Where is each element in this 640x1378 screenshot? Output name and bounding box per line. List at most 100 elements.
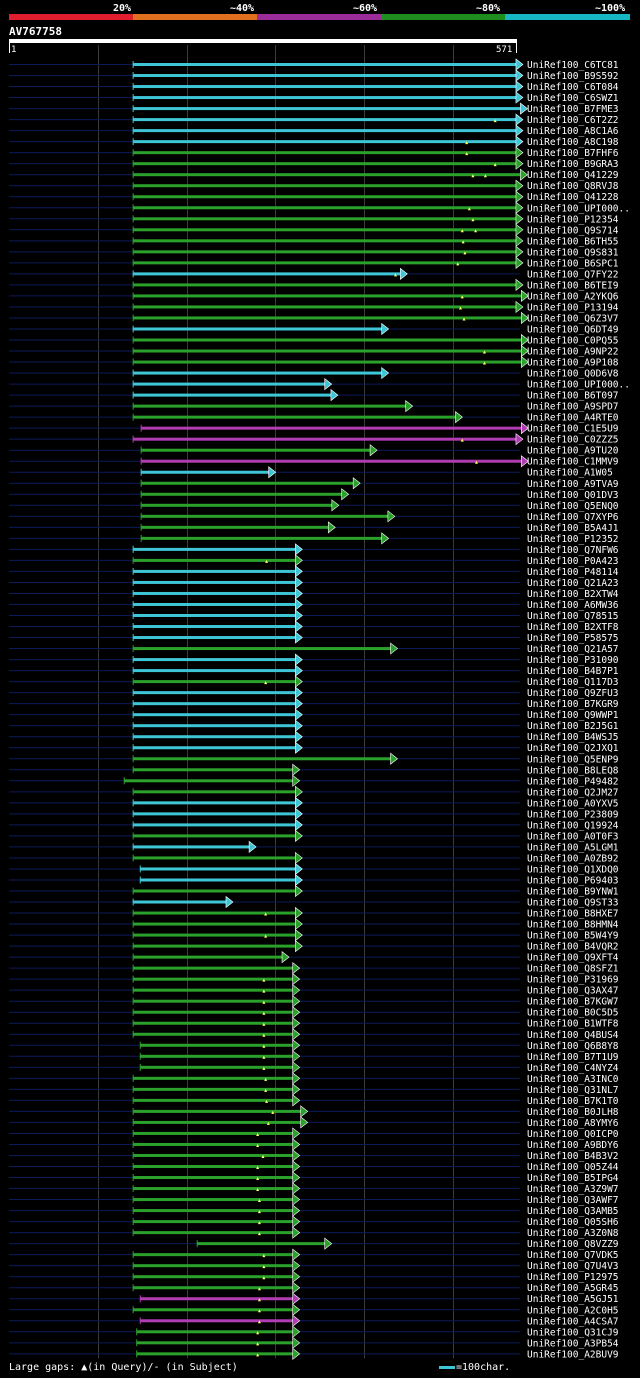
- hit-label[interactable]: UniRef100_P12975: [527, 1272, 619, 1283]
- hit-label[interactable]: UniRef100_P31969: [527, 975, 619, 986]
- hit-label[interactable]: UniRef100_Q7NFW6: [527, 545, 619, 556]
- hit-label[interactable]: UniRef100_B5A4J1: [527, 523, 619, 534]
- hit-label[interactable]: UniRef100_B0C5D5: [527, 1008, 619, 1019]
- hit-label[interactable]: UniRef100_B4WSJ5: [527, 732, 619, 743]
- hit-row[interactable]: UniRef100_Q41228: [9, 190, 619, 203]
- hit-row[interactable]: UniRef100_A8YMY6: [9, 1116, 619, 1129]
- hit-row[interactable]: UniRef100_P12352: [9, 532, 619, 545]
- hit-label[interactable]: UniRef100_A0T0F3: [527, 831, 619, 842]
- hit-row[interactable]: UniRef100_A9SPD7: [9, 400, 619, 413]
- hit-label[interactable]: UniRef100_C1MMV9: [527, 457, 619, 468]
- hit-label[interactable]: UniRef100_P0A423: [527, 556, 619, 567]
- hit-label[interactable]: UniRef100_B6T097: [527, 391, 619, 402]
- hit-row[interactable]: UniRef100_B4B7P1: [9, 664, 619, 677]
- hit-row[interactable]: UniRef100_B7FHF6: [9, 146, 619, 159]
- hit-row[interactable]: UniRef100_B9S592: [9, 69, 619, 82]
- hit-row[interactable]: UniRef100_A3PB54: [9, 1336, 619, 1349]
- hit-row[interactable]: UniRef100_A3INC0: [9, 1072, 619, 1085]
- hit-row[interactable]: UniRef100_B5W4Y9: [9, 928, 619, 942]
- hit-row[interactable]: UniRef100_A3Z0N8: [9, 1226, 619, 1239]
- hit-label[interactable]: UniRef100_Q21A23: [527, 578, 619, 589]
- hit-label[interactable]: UniRef100_A9NP22: [527, 347, 619, 358]
- hit-label[interactable]: UniRef100_P69403: [527, 875, 619, 886]
- hit-row[interactable]: UniRef100_A9NP22: [9, 344, 619, 358]
- hit-row[interactable]: UniRef100_B4B3V2: [9, 1149, 619, 1162]
- hit-label[interactable]: UniRef100_Q9S714: [527, 225, 619, 236]
- hit-label[interactable]: UniRef100_Q5ENQ0: [527, 501, 619, 512]
- hit-row[interactable]: UniRef100_A0ZB92: [9, 851, 619, 864]
- hit-row[interactable]: UniRef100_P58575: [9, 631, 619, 644]
- hit-row[interactable]: UniRef100_B6SPC1: [9, 256, 619, 269]
- hit-row[interactable]: UniRef100_A3Z9W7: [9, 1182, 619, 1195]
- hit-label[interactable]: UniRef100_Q01DV3: [527, 490, 619, 501]
- hit-row[interactable]: UniRef100_P31969: [9, 973, 619, 986]
- hit-label[interactable]: UniRef100_A5GJ51: [527, 1294, 619, 1305]
- hit-row[interactable]: UniRef100_P31090: [9, 653, 619, 666]
- hit-row[interactable]: UniRef100_Q21A57: [9, 642, 619, 655]
- hit-row[interactable]: UniRef100_P0A423: [9, 554, 619, 567]
- hit-label[interactable]: UniRef100_A9TVA9: [527, 479, 619, 490]
- hit-label[interactable]: UniRef100_B0JLH8: [527, 1107, 619, 1118]
- hit-label[interactable]: UniRef100_Q7FY22: [527, 269, 619, 280]
- hit-label[interactable]: UniRef100_A2BUV9: [527, 1349, 619, 1360]
- hit-label[interactable]: UniRef100_P12354: [527, 214, 619, 225]
- hit-row[interactable]: UniRef100_P49482: [9, 774, 619, 787]
- hit-label[interactable]: UniRef100_Q05Z44: [527, 1162, 619, 1173]
- hit-row[interactable]: UniRef100_B8HXE7: [9, 906, 619, 920]
- hit-row[interactable]: UniRef100_Q1XDQ0: [9, 862, 619, 875]
- hit-label[interactable]: UniRef100_P48114: [527, 567, 619, 578]
- hit-label[interactable]: UniRef100_Q9ZFU3: [527, 688, 619, 699]
- hit-label[interactable]: UniRef100_C6T084: [527, 82, 619, 93]
- hit-row[interactable]: UniRef100_B9GRA3: [9, 157, 619, 170]
- hit-label[interactable]: UniRef100_C0PQ55: [527, 336, 619, 347]
- hit-label[interactable]: UniRef100_Q3AX47: [527, 986, 619, 997]
- hit-row[interactable]: UniRef100_C6T2Z2: [9, 113, 619, 126]
- hit-row[interactable]: UniRef100_Q5ENQ0: [9, 499, 619, 512]
- hit-row[interactable]: UniRef100_Q19924: [9, 818, 619, 831]
- hit-row[interactable]: UniRef100_Q9ZFU3: [9, 686, 619, 699]
- hit-label[interactable]: UniRef100_B7FHF6: [527, 148, 619, 159]
- hit-label[interactable]: UniRef100_UPI000..: [527, 203, 630, 214]
- hit-label[interactable]: UniRef100_A2YKQ6: [527, 291, 619, 302]
- hit-row[interactable]: UniRef100_Q6DT49: [9, 322, 619, 335]
- hit-row[interactable]: UniRef100_B0C5D5: [9, 1006, 619, 1019]
- hit-row[interactable]: UniRef100_P13194: [9, 300, 619, 313]
- hit-row[interactable]: UniRef100_B2XTF8: [9, 620, 619, 633]
- hit-label[interactable]: UniRef100_Q9WWP1: [527, 710, 619, 721]
- hit-label[interactable]: UniRef100_Q9XFT4: [527, 953, 619, 964]
- hit-row[interactable]: UniRef100_Q78515: [9, 609, 619, 622]
- hit-row[interactable]: UniRef100_Q31NL7: [9, 1083, 619, 1096]
- hit-row[interactable]: UniRef100_C0PQ55: [9, 333, 619, 347]
- hit-label[interactable]: UniRef100_B2XTW4: [527, 589, 619, 600]
- hit-row[interactable]: UniRef100_A9P108: [9, 355, 619, 369]
- hit-label[interactable]: UniRef100_Q8VZZ9: [527, 1239, 619, 1250]
- hit-row[interactable]: UniRef100_P23809: [9, 807, 619, 820]
- hit-row[interactable]: UniRef100_Q9S831: [9, 245, 619, 258]
- hit-label[interactable]: UniRef100_A6MW36: [527, 600, 619, 611]
- hit-row[interactable]: UniRef100_Q7FY22: [9, 267, 619, 280]
- hit-label[interactable]: UniRef100_C6T2Z2: [527, 115, 619, 126]
- hit-row[interactable]: UniRef100_Q3AX47: [9, 984, 619, 997]
- hit-row[interactable]: UniRef100_A4RTE0: [9, 411, 619, 424]
- hit-label[interactable]: UniRef100_Q21A57: [527, 644, 619, 655]
- hit-row[interactable]: UniRef100_Q7VDK5: [9, 1248, 619, 1261]
- hit-row[interactable]: UniRef100_Q2JM27: [9, 785, 619, 798]
- hit-row[interactable]: UniRef100_UPI000..: [9, 201, 630, 214]
- hit-label[interactable]: UniRef100_Q05SH6: [527, 1217, 619, 1228]
- hit-label[interactable]: UniRef100_Q31NL7: [527, 1085, 619, 1096]
- hit-row[interactable]: UniRef100_B1WTF8: [9, 1017, 619, 1030]
- hit-row[interactable]: UniRef100_Q05Z44: [9, 1160, 619, 1173]
- hit-label[interactable]: UniRef100_B1WTF8: [527, 1019, 619, 1030]
- hit-label[interactable]: UniRef100_Q3AWF7: [527, 1195, 619, 1206]
- hit-row[interactable]: UniRef100_Q9XFT4: [9, 951, 619, 964]
- hit-label[interactable]: UniRef100_UPI000..: [527, 380, 630, 391]
- hit-label[interactable]: UniRef100_B9YNW1: [527, 887, 619, 898]
- hit-label[interactable]: UniRef100_B2J5G1: [527, 721, 619, 732]
- hit-label[interactable]: UniRef100_A2C0H5: [527, 1305, 619, 1316]
- hit-label[interactable]: UniRef100_A1W05: [527, 468, 613, 479]
- hit-row[interactable]: UniRef100_Q8VZZ9: [9, 1237, 619, 1250]
- hit-label[interactable]: UniRef100_A4CSA7: [527, 1316, 619, 1327]
- hit-label[interactable]: UniRef100_Q0D6V8: [527, 369, 619, 380]
- hit-label[interactable]: UniRef100_A9TU20: [527, 446, 619, 457]
- hit-row[interactable]: UniRef100_A9BDY6: [9, 1138, 619, 1151]
